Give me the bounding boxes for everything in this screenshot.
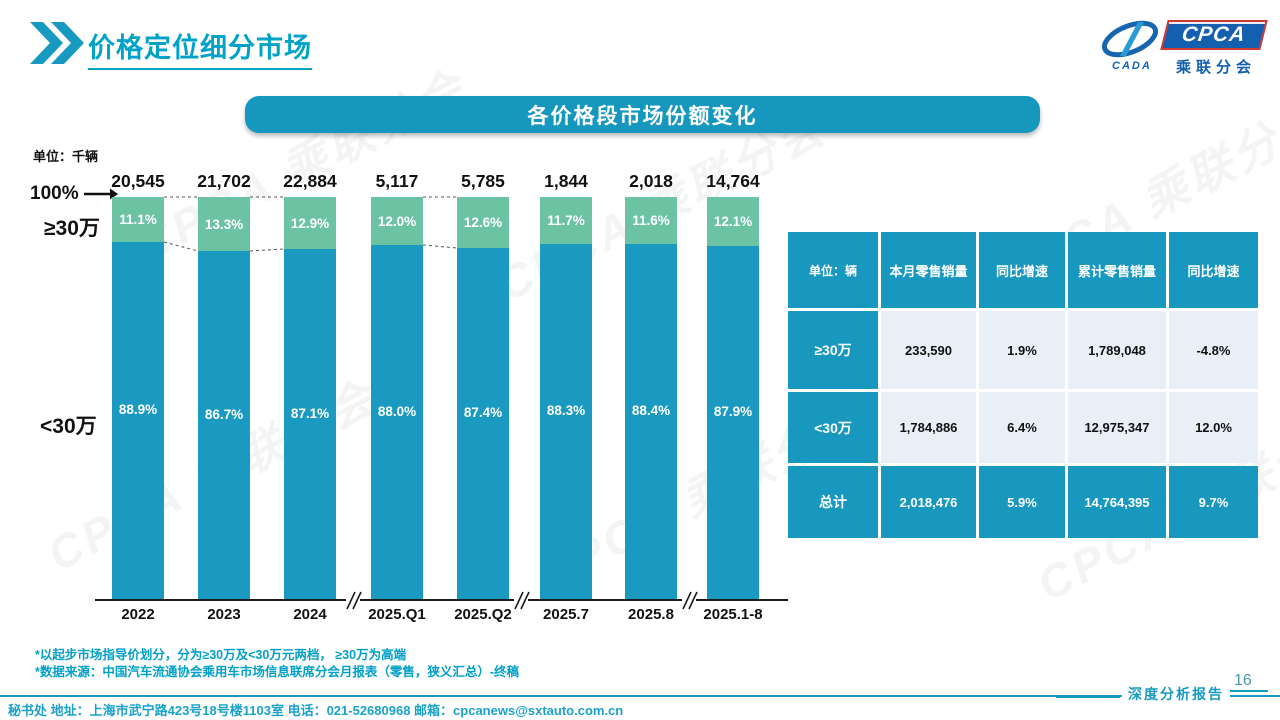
report-type-label: 深度分析报告 <box>1122 684 1230 704</box>
segment-pct-label: 88.0% <box>377 404 417 419</box>
table-cell: 5.9% <box>979 466 1065 538</box>
segment-pct-label: 12.0% <box>377 213 417 229</box>
segment-ge30: 11.6% <box>625 197 677 244</box>
page-title: 价格定位细分市场 <box>88 26 312 70</box>
cpca-wordmark: CPCA <box>1160 20 1268 50</box>
segment-pct-label: 11.7% <box>547 213 585 228</box>
axis-100-label: 100% <box>30 183 118 205</box>
bar-total-value: 1,844 <box>544 171 588 191</box>
x-axis-label: 2023 <box>207 606 241 623</box>
footnote-line: *数据来源：中国汽车流通协会乘用车市场信息联席分会月报表（零售，狭义汇总）-终稿 <box>35 665 520 679</box>
report-label-dash <box>1216 690 1268 692</box>
segment-ge30: 12.0% <box>371 197 423 245</box>
segment-ge30: 12.1% <box>707 197 759 246</box>
segment-pct-label: 87.1% <box>290 406 330 421</box>
segment-pct-label: 12.9% <box>290 215 330 231</box>
table-cell: 14,764,395 <box>1068 466 1166 538</box>
segment-pct-label: 88.3% <box>546 403 586 418</box>
section-banner-title: 各价格段市场份额变化 <box>527 104 758 128</box>
x-axis-label: 2025.1-8 <box>703 606 763 623</box>
segment-pct-label: 12.6% <box>463 215 503 230</box>
segment-pct-label: 86.7% <box>204 407 244 422</box>
segment-pct-label: 88.4% <box>631 403 671 418</box>
table-header-cell: 累计零售销量 <box>1068 232 1166 308</box>
table-cell: 233,590 <box>881 311 976 389</box>
table-cell: 6.4% <box>979 392 1065 463</box>
footnote-line: *以起步市场指导价划分，分为≥30万及<30万元两档， ≥30万为高端 <box>35 648 407 662</box>
table-cell: -4.8% <box>1169 311 1258 389</box>
table-cell: 1.9% <box>979 311 1065 389</box>
chart-unit-label: 单位：千辆 <box>33 149 99 164</box>
x-axis-label: 2025.Q2 <box>454 606 512 623</box>
table-header-cell: 同比增速 <box>979 232 1065 308</box>
cpca-logo: CADA CPCA 乘联分会 <box>1098 16 1268 78</box>
x-axis-label: 2025.8 <box>628 606 674 623</box>
footnotes: *以起步市场指导价划分，分为≥30万及<30万元两档， ≥30万为高端 *数据来… <box>35 647 519 681</box>
x-axis-label: 2022 <box>121 606 155 623</box>
bar-total-value: 5,785 <box>461 171 505 191</box>
x-axis-label: 2025.Q1 <box>368 606 426 623</box>
x-axis-label: 2024 <box>293 606 327 623</box>
table-row-label: ≥30万 <box>788 311 878 389</box>
segment-lt30: 88.9% <box>112 242 164 600</box>
segment-ge30: 12.6% <box>457 197 509 248</box>
bar-total-value: 5,117 <box>375 171 419 191</box>
table-cell: 12,975,347 <box>1068 392 1166 463</box>
cpca-swoosh-icon <box>1098 18 1162 67</box>
segment-lt30: 88.4% <box>625 244 677 600</box>
cpca-wordmark-text: CPCA <box>1180 23 1248 46</box>
segment-ge30: 12.9% <box>284 197 336 249</box>
table-header-cell: 单位：辆 <box>788 232 878 308</box>
cada-caption: CADA <box>1112 60 1152 72</box>
footer-contact: 秘书处 地址：上海市武宁路423号18号楼1103室 电话：021-526809… <box>8 703 624 718</box>
table-cell: 2,018,476 <box>881 466 976 538</box>
table-cell: 9.7% <box>1169 466 1258 538</box>
segment-pct-label: 87.9% <box>713 404 753 419</box>
footer-divider <box>0 695 1280 697</box>
cpca-subtitle: 乘联分会 <box>1175 59 1256 76</box>
axis-100-text: 100% <box>30 183 79 204</box>
segment-lt30: 88.3% <box>540 244 592 600</box>
table-cell: 12.0% <box>1169 392 1258 463</box>
bar-total-value: 2,018 <box>629 171 673 191</box>
segment-pct-label: 88.9% <box>118 402 158 417</box>
table-header-cell: 同比增速 <box>1169 232 1258 308</box>
x-axis-label: 2025.7 <box>543 606 589 623</box>
arrow-right-icon <box>83 188 118 200</box>
section-banner: 各价格段市场份额变化 <box>245 96 1040 133</box>
segment-lt30: 87.1% <box>284 249 336 600</box>
segment-ge30: 11.1% <box>112 197 164 242</box>
segment-lt30: 87.9% <box>707 246 759 600</box>
segment-ge30: 13.3% <box>198 197 250 251</box>
segment-pct-label: 13.3% <box>204 216 244 232</box>
table-cell: 1,784,886 <box>881 392 976 463</box>
price-segment-table: 单位：辆 本月零售销量 同比增速 累计零售销量 同比增速 ≥30万 233,590 1.9% 1… <box>788 232 1258 538</box>
table-row-label: <30万 <box>788 392 878 463</box>
segment-lt30: 87.4% <box>457 248 509 600</box>
bar-total-value: 20,545 <box>111 171 165 191</box>
table-row-label: 总计 <box>788 466 878 538</box>
bar-total-value: 21,702 <box>197 171 251 191</box>
segment-pct-label: 12.1% <box>713 214 753 229</box>
segment-lt30: 88.0% <box>371 245 423 600</box>
segment-pct-label: 11.6% <box>632 213 670 228</box>
series-label-lt30: <30万 <box>40 415 97 438</box>
segment-pct-label: 87.4% <box>463 405 503 420</box>
series-label-ge30: ≥30万 <box>44 217 100 240</box>
bar-total-value: 22,884 <box>283 171 337 191</box>
page-number: 16 <box>1234 672 1252 689</box>
segment-lt30: 86.7% <box>198 251 250 600</box>
table-header-cell: 本月零售销量 <box>881 232 976 308</box>
segment-ge30: 11.7% <box>540 197 592 244</box>
bar-total-value: 14,764 <box>706 171 760 191</box>
segment-pct-label: 11.1% <box>119 212 157 227</box>
double-chevron-icon <box>30 22 84 69</box>
table-cell: 1,789,048 <box>1068 311 1166 389</box>
report-label-dash <box>1056 696 1120 698</box>
